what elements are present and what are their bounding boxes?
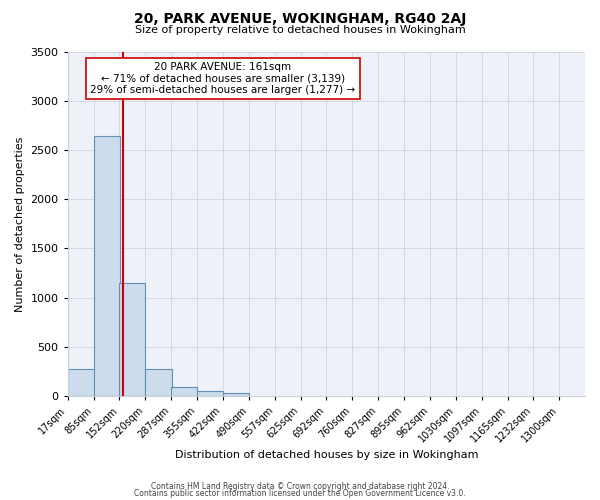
Y-axis label: Number of detached properties: Number of detached properties <box>15 136 25 312</box>
Bar <box>119 283 145 396</box>
Text: 20, PARK AVENUE, WOKINGHAM, RG40 2AJ: 20, PARK AVENUE, WOKINGHAM, RG40 2AJ <box>134 12 466 26</box>
Bar <box>145 368 172 396</box>
Bar <box>197 391 223 396</box>
Bar <box>68 368 94 396</box>
Text: 20 PARK AVENUE: 161sqm
← 71% of detached houses are smaller (3,139)
29% of semi-: 20 PARK AVENUE: 161sqm ← 71% of detached… <box>91 62 355 95</box>
Bar <box>94 136 120 396</box>
Text: Contains public sector information licensed under the Open Government Licence v3: Contains public sector information licen… <box>134 489 466 498</box>
X-axis label: Distribution of detached houses by size in Wokingham: Distribution of detached houses by size … <box>175 450 478 460</box>
Bar <box>223 393 249 396</box>
Text: Size of property relative to detached houses in Wokingham: Size of property relative to detached ho… <box>134 25 466 35</box>
Bar <box>171 388 197 396</box>
Text: Contains HM Land Registry data © Crown copyright and database right 2024.: Contains HM Land Registry data © Crown c… <box>151 482 449 491</box>
